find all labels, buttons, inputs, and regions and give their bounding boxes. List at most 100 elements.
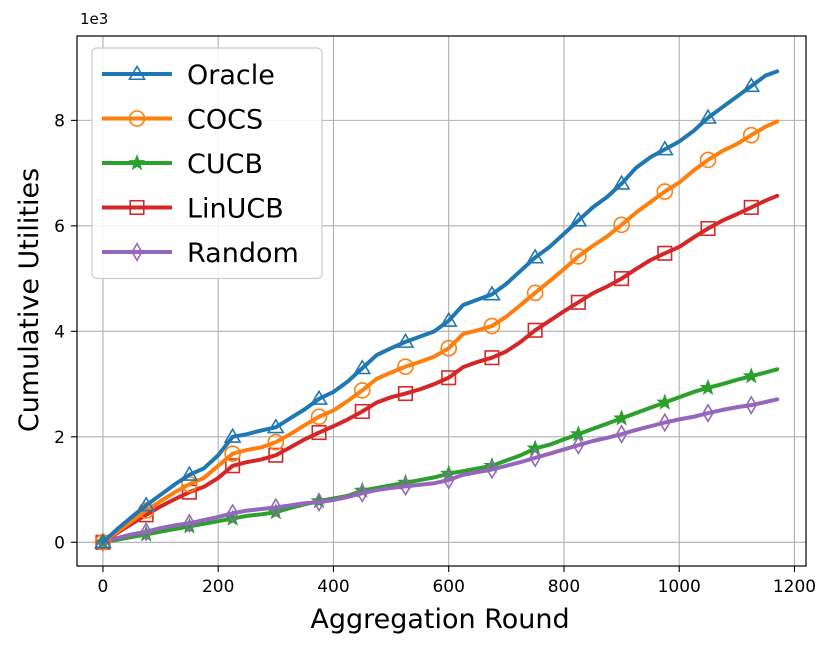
data-point-oracle (94, 533, 112, 549)
data-point-linucb (527, 322, 543, 338)
data-point-oracle (612, 174, 631, 190)
data-point-cocs (526, 284, 544, 302)
data-point-linucb (225, 458, 241, 474)
data-point-cocs (353, 382, 371, 399)
data-point-oracle (699, 108, 717, 124)
data-point-oracle (353, 359, 372, 375)
data-point-random (486, 459, 498, 480)
data-point-random (140, 521, 152, 542)
data-point-random (659, 412, 671, 433)
data-point-cocs (267, 433, 285, 451)
legend-entry-oracle: Oracle (102, 60, 275, 91)
y-tick-label: 6 (54, 217, 65, 237)
legend-label: CUCB (187, 149, 263, 180)
legend-entry-cucb: CUCB (102, 149, 263, 180)
legend-label: LinUCB (187, 194, 284, 225)
legend-label: Oracle (187, 60, 275, 91)
data-point-cocs (483, 317, 501, 335)
data-point-cucb (526, 439, 544, 456)
data-point-oracle (266, 418, 285, 434)
series-line-cocs (100, 119, 780, 545)
legend-label: Random (187, 238, 299, 269)
legend: Oracle COCS CUCB LinUCB Random (91, 47, 323, 280)
legend-swatch-marker (131, 242, 143, 262)
data-point-cocs (742, 126, 760, 144)
legend-entry-cocs: COCS (102, 105, 263, 136)
data-point-cucb (656, 393, 674, 410)
data-point-cocs (440, 339, 458, 357)
x-tick-label: 0 (98, 577, 109, 597)
y-multiplier-label: 1e3 (80, 10, 108, 28)
data-point-random (183, 513, 196, 534)
data-point-oracle (137, 496, 156, 512)
data-point-linucb (700, 220, 716, 237)
legend-entry-linucb: LinUCB (102, 194, 284, 225)
data-point-oracle (223, 427, 242, 443)
data-point-cucb (699, 378, 717, 395)
data-point-cocs (613, 216, 630, 234)
data-point-linucb (570, 294, 586, 310)
data-point-cocs (699, 151, 717, 169)
series-linucb (95, 193, 780, 550)
x-axis-label: Aggregation Round (310, 604, 569, 635)
x-tick-label: 200 (202, 577, 234, 597)
data-point-linucb (484, 350, 500, 366)
data-point-oracle (180, 465, 199, 481)
data-point-linucb (311, 425, 327, 441)
data-point-oracle (396, 332, 415, 348)
plot-frame (76, 35, 807, 567)
data-point-cocs (397, 358, 414, 375)
data-point-random (356, 483, 369, 504)
data-point-cucb (613, 409, 631, 426)
data-point-linucb (354, 403, 370, 420)
data-point-random (702, 403, 714, 423)
y-tick-label: 0 (54, 533, 65, 553)
legend-swatch-marker (128, 110, 146, 127)
data-point-oracle (483, 285, 501, 301)
data-point-linucb (614, 271, 630, 287)
data-point-oracle (439, 311, 458, 327)
series-layer (94, 69, 780, 553)
axis-ticks: 0 200 400 600 800 1000 1200 0 2 4 6 8 (54, 111, 816, 597)
data-point-oracle (310, 389, 328, 405)
data-point-cocs (656, 183, 674, 200)
data-point-random (529, 448, 541, 468)
data-point-oracle (526, 248, 545, 264)
series-line-cucb (100, 367, 780, 545)
x-tick-label: 600 (432, 577, 464, 597)
data-point-linucb (268, 447, 284, 463)
data-point-random (399, 476, 412, 497)
legend-swatch-marker (128, 64, 146, 81)
data-point-cocs (224, 445, 241, 462)
series-random (97, 395, 780, 553)
legend-entry-random: Random (102, 238, 299, 269)
y-tick-label: 4 (54, 322, 65, 342)
data-point-linucb (397, 386, 414, 402)
y-axis-label: Cumulative Utilities (14, 168, 45, 432)
data-point-oracle (742, 77, 761, 93)
data-point-random (313, 492, 325, 513)
series-line-random (100, 397, 780, 545)
y-tick-label: 8 (54, 111, 65, 131)
data-point-oracle (569, 211, 588, 227)
y-tick-label: 2 (54, 428, 65, 448)
data-point-oracle (655, 140, 674, 156)
data-point-random (572, 435, 585, 456)
data-point-cocs (570, 248, 587, 265)
data-point-random (226, 503, 239, 524)
x-tick-label: 1000 (658, 577, 701, 597)
data-point-linucb (657, 245, 673, 261)
legend-box (91, 47, 323, 280)
data-point-random (270, 497, 282, 518)
data-point-linucb (743, 199, 759, 215)
series-oracle (94, 69, 780, 549)
legend-label: COCS (187, 105, 263, 136)
data-point-random (615, 424, 628, 444)
legend-swatch-marker (128, 154, 146, 171)
data-point-cocs (310, 408, 328, 426)
x-tick-label: 1200 (773, 577, 816, 597)
data-point-random (442, 470, 455, 490)
x-tick-label: 800 (548, 577, 580, 597)
data-point-random (745, 395, 758, 415)
